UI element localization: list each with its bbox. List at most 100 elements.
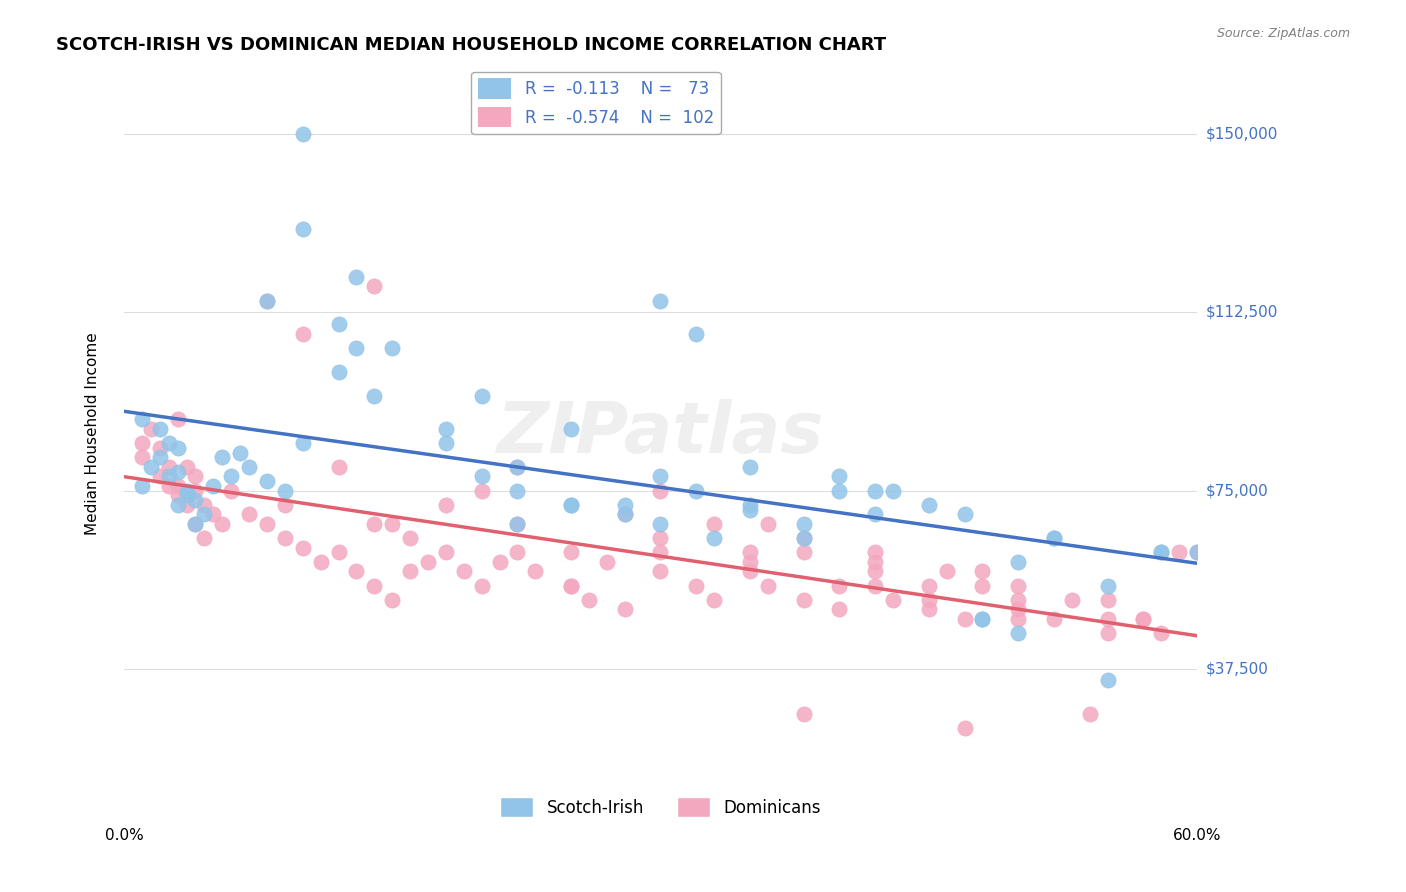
Point [703,516,725,531]
Point [1078,706,1101,721]
Point [471,578,494,592]
Point [193,531,215,545]
Point [613,508,636,522]
Point [524,564,547,578]
Point [1097,578,1119,592]
Point [131,450,153,465]
Point [381,341,404,355]
Text: Source: ZipAtlas.com: Source: ZipAtlas.com [1216,27,1350,40]
Point [828,469,851,483]
Point [176,459,198,474]
Point [166,488,188,502]
Point [291,222,314,236]
Point [1150,545,1173,559]
Point [560,422,582,436]
Point [918,498,941,512]
Point [434,545,457,559]
Point [166,441,188,455]
Point [176,488,198,502]
Point [176,483,198,498]
Point [882,483,904,498]
Point [506,516,529,531]
Point [166,479,188,493]
Point [1097,626,1119,640]
Point [1185,545,1208,559]
Text: SCOTCH-IRISH VS DOMINICAN MEDIAN HOUSEHOLD INCOME CORRELATION CHART: SCOTCH-IRISH VS DOMINICAN MEDIAN HOUSEHO… [56,36,886,54]
Point [1097,612,1119,626]
Point [828,578,851,592]
Point [488,555,510,569]
Point [399,564,422,578]
Point [613,508,636,522]
Point [1132,612,1154,626]
Point [918,578,941,592]
Point [149,441,172,455]
Point [184,469,207,483]
Point [131,412,153,426]
Point [291,541,314,555]
Point [363,516,385,531]
Point [793,545,815,559]
Point [157,459,180,474]
Legend: Scotch-Irish, Dominicans: Scotch-Irish, Dominicans [494,790,828,824]
Point [274,498,297,512]
Point [738,564,761,578]
Point [274,483,297,498]
Point [166,412,188,426]
Point [184,516,207,531]
Point [139,422,162,436]
Point [219,483,242,498]
Point [471,469,494,483]
Point [685,326,707,341]
Point [1185,545,1208,559]
Point [863,555,886,569]
Point [953,508,976,522]
Point [972,612,994,626]
Point [935,564,957,578]
Point [1043,531,1066,545]
Point [381,592,404,607]
Point [703,592,725,607]
Point [193,508,215,522]
Point [685,483,707,498]
Point [184,516,207,531]
Point [274,531,297,545]
Point [650,545,672,559]
Point [1007,602,1029,616]
Point [1007,626,1029,640]
Point [166,465,188,479]
Point [328,365,350,379]
Point [863,564,886,578]
Point [1097,673,1119,688]
Text: $37,500: $37,500 [1206,661,1268,676]
Point [953,721,976,735]
Point [202,508,225,522]
Point [972,612,994,626]
Point [363,578,385,592]
Point [560,578,582,592]
Point [256,516,278,531]
Point [828,602,851,616]
Point [828,483,851,498]
Point [650,483,672,498]
Point [793,531,815,545]
Point [157,479,180,493]
Point [166,498,188,512]
Point [256,293,278,308]
Point [506,459,529,474]
Point [738,545,761,559]
Point [202,479,225,493]
Point [793,592,815,607]
Point [506,545,529,559]
Point [1007,592,1029,607]
Point [863,545,886,559]
Point [650,293,672,308]
Point [399,531,422,545]
Point [506,516,529,531]
Point [863,508,886,522]
Point [184,483,207,498]
Point [650,516,672,531]
Point [471,388,494,402]
Point [596,555,619,569]
Point [381,516,404,531]
